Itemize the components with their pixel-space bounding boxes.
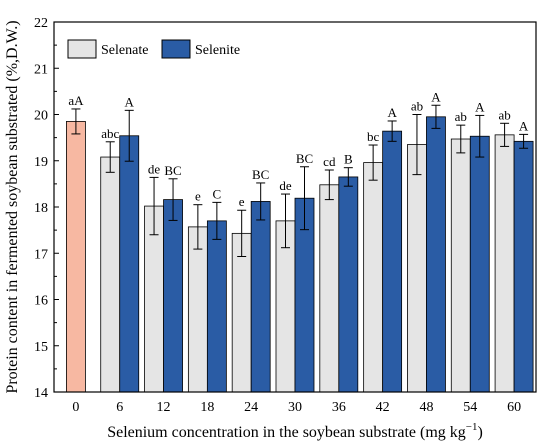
x-tick-label-6: 36	[332, 400, 346, 415]
bar-selenite-36	[338, 176, 359, 393]
y-tick-label-5: 19	[34, 155, 48, 170]
legend-label-selenite: Selenite	[195, 43, 240, 58]
legend-swatch-selenite	[161, 39, 191, 59]
bar-selenite-48	[426, 116, 446, 393]
sig-label-selenite-24: BC	[252, 167, 269, 182]
y-tick-label-2: 16	[34, 294, 48, 309]
bar-selenate-24	[231, 232, 252, 393]
x-tick-label-10: 60	[507, 400, 521, 415]
x-axis-title: Selenium concentration in the soybean su…	[107, 421, 483, 441]
x-axis-title-superscript: −1	[466, 421, 478, 433]
y-tick-label-4: 18	[34, 201, 48, 216]
sig-label-selenate-12: de	[148, 161, 161, 176]
sig-label-selenate-6: abc	[101, 126, 119, 141]
legend-label-selenate: Selenate	[101, 43, 148, 58]
bar-selenate-48	[407, 144, 427, 393]
plot-frame	[53, 21, 537, 393]
y-tick-label-8: 22	[34, 16, 48, 31]
bar-selenate-42	[363, 162, 384, 393]
sig-label-selenite-36: B	[344, 152, 353, 167]
sig-label-selenite-6: A	[125, 94, 135, 109]
bar-selenite-60	[513, 140, 534, 393]
x-tick-label-7: 42	[376, 400, 390, 415]
y-tick-label-1: 15	[34, 340, 48, 355]
x-axis-title-end: )	[477, 424, 482, 441]
sig-label-selenate-42: bc	[367, 129, 380, 144]
sig-label-selenite-12: BC	[164, 163, 181, 178]
bar-control-0	[66, 121, 86, 393]
sig-label-selenite-42: A	[387, 105, 397, 120]
x-tick-label-4: 24	[244, 400, 258, 415]
y-axis-ticks: 14 15 16 17 18 19 20 21 22	[34, 16, 59, 401]
bar-selenite-54	[469, 135, 490, 393]
bar-selenite-12	[163, 199, 183, 393]
bar-selenate-6	[100, 156, 121, 393]
sig-label-selenate-48: ab	[411, 99, 423, 114]
sig-label-selenite-54: A	[475, 99, 485, 114]
x-axis-title-text: Selenium concentration in the soybean su…	[107, 424, 466, 441]
sig-label-selenite-48: A	[431, 89, 441, 104]
y-tick-label-6: 20	[34, 109, 48, 124]
bar-selenite-18	[206, 220, 227, 393]
error-bars-layer	[71, 104, 529, 257]
y-tick-label-3: 17	[34, 247, 48, 262]
y-axis-title: Protein content in fermented soybean sub…	[4, 20, 21, 393]
sig-label-selenate-24: e	[239, 194, 245, 209]
sig-label-selenate-30: de	[279, 178, 292, 193]
sig-label-selenate-54: ab	[455, 109, 467, 124]
x-tick-label-5: 30	[288, 400, 302, 415]
legend: Selenate Selenite	[67, 39, 240, 59]
bar-selenite-6	[119, 135, 140, 393]
x-tick-label-1: 6	[116, 400, 123, 415]
legend-swatch-selenate	[67, 39, 97, 59]
sig-label-control-0: aA	[68, 93, 84, 108]
sig-label-selenate-18: e	[195, 189, 201, 204]
bar-selenite-24	[250, 201, 271, 393]
bar-selenite-42	[382, 130, 403, 393]
sig-label-selenite-60: A	[519, 118, 529, 133]
x-tick-label-9: 54	[463, 400, 477, 415]
x-tick-label-8: 48	[419, 400, 433, 415]
sig-label-selenate-60: ab	[498, 107, 510, 122]
x-tick-label-2: 12	[157, 400, 171, 415]
y-tick-label-0: 14	[34, 386, 48, 401]
x-tick-label-0: 0	[72, 400, 79, 415]
y-tick-label-7: 21	[34, 62, 48, 77]
x-tick-label-3: 18	[200, 400, 214, 415]
bar-selenate-18	[187, 226, 208, 393]
sig-label-selenite-30: BC	[296, 151, 313, 166]
sig-label-selenate-36: cd	[323, 154, 336, 169]
bar-selenate-54	[450, 138, 471, 393]
bars-layer	[66, 116, 534, 393]
bar-selenate-60	[494, 134, 515, 393]
bar-selenate-36	[319, 184, 340, 393]
sig-label-selenite-18: C	[213, 186, 222, 201]
